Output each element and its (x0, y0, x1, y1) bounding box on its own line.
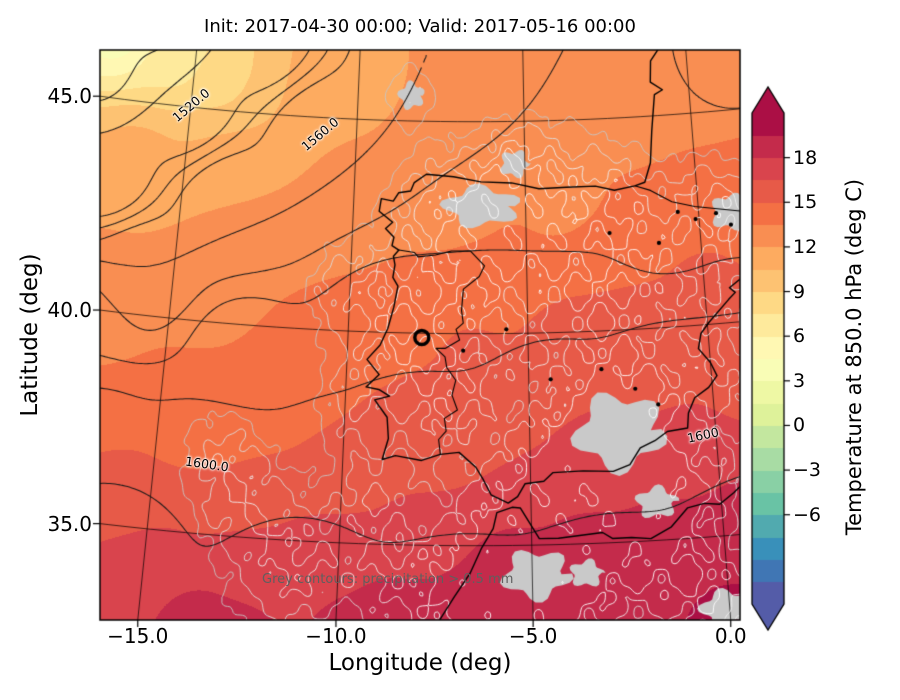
y-axis-label: Latitude (deg) (17, 253, 43, 417)
x-tick-label: 0.0 (714, 624, 747, 648)
colorbar-tick-label: 15 (793, 191, 818, 214)
y-tick-label: 45.0 (47, 84, 92, 109)
colorbar-tick-label: 18 (793, 146, 818, 169)
colorbar-tick-label: −3 (793, 459, 822, 482)
plot-title: Init: 2017-04-30 00:00; Valid: 2017-05-1… (204, 16, 636, 37)
colorbar-tick-label: 12 (793, 235, 818, 258)
colorbar-label: Temperature at 850.0 hPa (deg C) (842, 178, 866, 536)
precip-annotation: Grey contours: precipitation > 0.5 mm (262, 572, 514, 587)
colorbar-tick-label: 0 (793, 414, 806, 437)
y-tick-label: 35.0 (47, 511, 92, 536)
colorbar-tick-label: 6 (793, 325, 806, 348)
x-tick-label: −10.0 (305, 624, 367, 648)
x-axis-label: Longitude (deg) (328, 650, 512, 676)
colorbar-tick-label: 3 (793, 369, 806, 392)
x-tick-label: −15.0 (107, 624, 169, 648)
colorbar-tick-label: −6 (793, 503, 822, 526)
colorbar-tick-label: 9 (793, 280, 806, 303)
y-tick-label: 40.0 (47, 298, 92, 323)
x-tick-label: −5.0 (508, 624, 558, 648)
